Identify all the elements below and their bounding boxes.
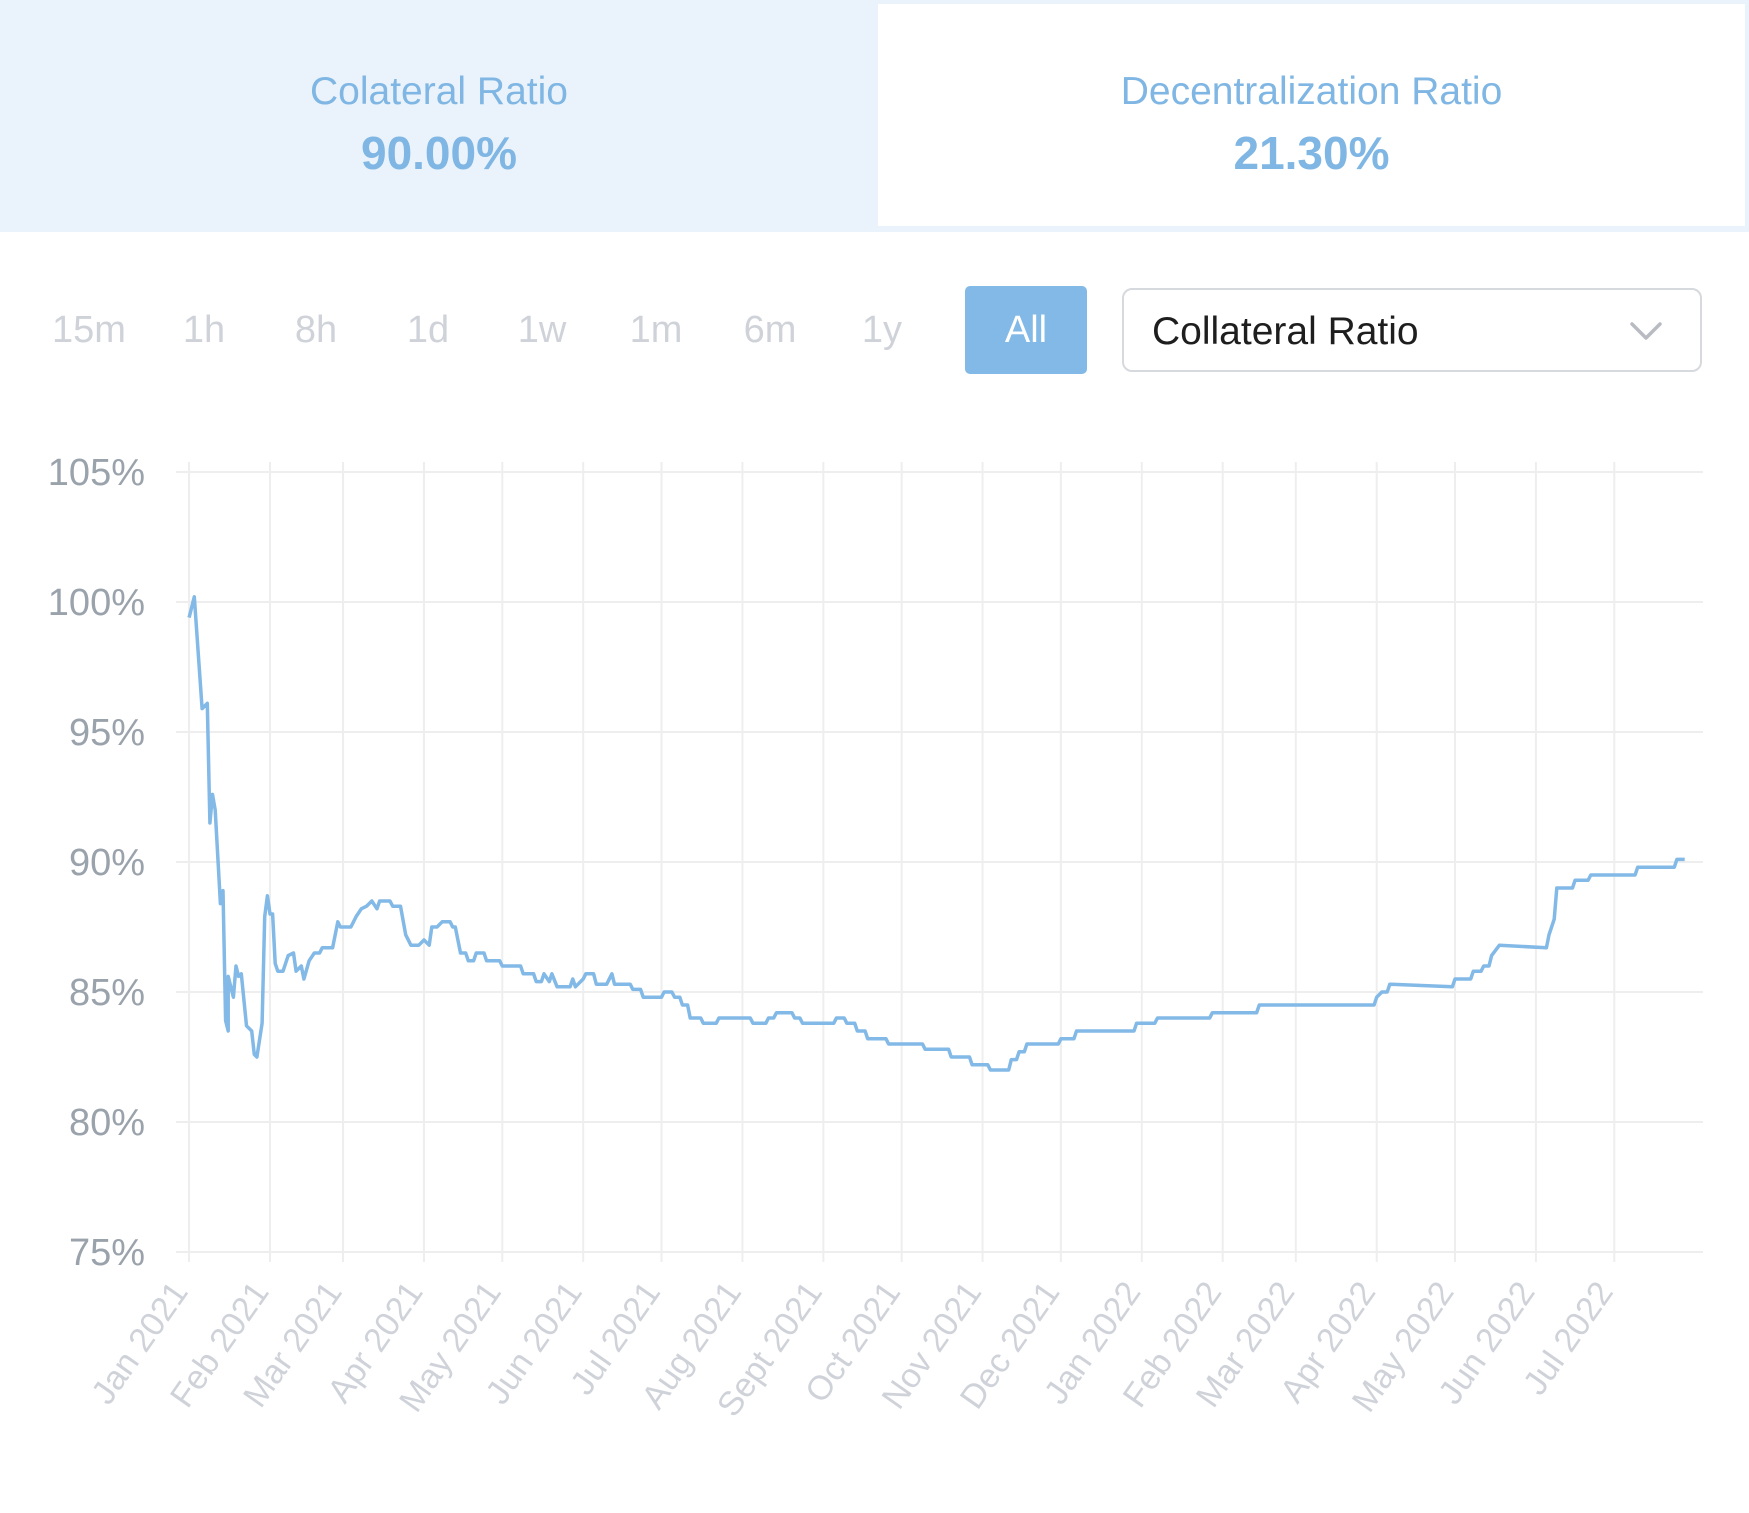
stat-label: Decentralization Ratio [1120,70,1503,113]
range-1y-button[interactable]: 1y [838,286,926,374]
y-tick-label: 75% [69,1232,145,1274]
y-tick-label: 95% [69,712,145,754]
stat-value: 90.00% [360,127,517,179]
range-8h-button[interactable]: 8h [272,286,360,374]
range-1h-button[interactable]: 1h [160,286,248,374]
y-tick-label: 105% [48,452,145,494]
metric-select[interactable]: Collateral Ratio [1122,288,1702,372]
range-6m-button[interactable]: 6m [724,286,816,374]
chevron-down-icon [1630,322,1662,340]
stat-value: 21.30% [1233,127,1390,179]
y-tick-label: 90% [69,842,145,884]
stat-collateral-ratio[interactable]: Colateral Ratio 90.00% [0,0,878,232]
metric-select-value: Collateral Ratio [1152,310,1419,353]
series-line [187,595,1685,1072]
y-tick-label: 100% [48,582,145,624]
stat-label: Colateral Ratio [310,70,568,113]
range-all-button[interactable]: All [965,286,1087,374]
y-axis-ticks: 75% 80% 85% 90% 95% 100% 105% [48,452,145,1274]
y-tick-label: 85% [69,972,145,1014]
range-1w-button[interactable]: 1w [496,286,588,374]
chart-grid [176,462,1703,1262]
range-1d-button[interactable]: 1d [384,286,472,374]
stat-decentralization-ratio[interactable]: Decentralization Ratio 21.30% [878,4,1745,226]
stats-header: Colateral Ratio 90.00% Decentralization … [0,0,1749,232]
y-tick-label: 80% [69,1102,145,1144]
range-1m-button[interactable]: 1m [610,286,702,374]
range-15m-button[interactable]: 15m [42,286,136,374]
